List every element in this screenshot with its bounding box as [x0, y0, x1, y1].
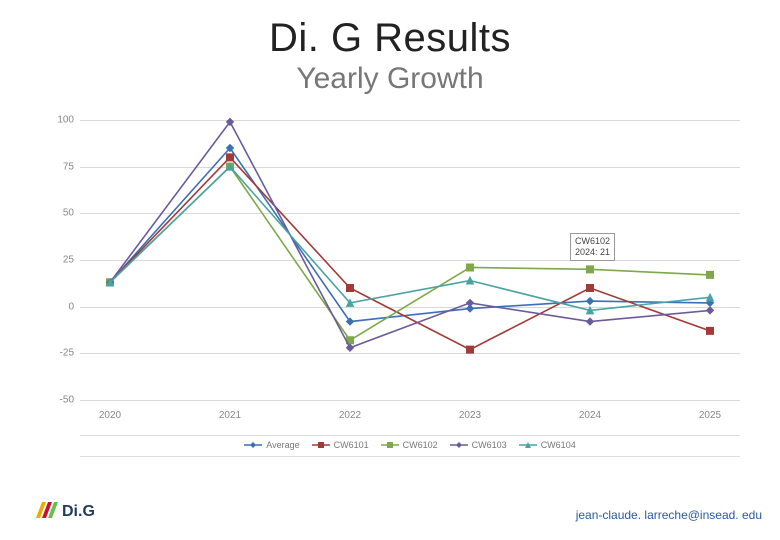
x-axis-label: 2023 [459, 410, 481, 421]
tooltip-series: CW6102 [575, 236, 610, 247]
footer-email: jean-claude. larreche@insead. edu [576, 508, 762, 522]
chart-tooltip: CW6102 2024: 21 [570, 233, 615, 261]
y-axis-label: 25 [34, 255, 74, 266]
chart-legend: Average CW6101 CW6102 CW6103 CW6104 [80, 435, 740, 457]
tooltip-value: 2024: 21 [575, 247, 610, 258]
y-axis-label: -50 [34, 395, 74, 406]
legend-label: CW6104 [541, 440, 576, 450]
x-axis-label: 2022 [339, 410, 361, 421]
legend-label: CW6103 [472, 440, 507, 450]
chart-lines [80, 120, 740, 400]
series-marker [587, 318, 594, 325]
legend-item: CW6101 [312, 440, 369, 450]
y-axis-label: 50 [34, 208, 74, 219]
series-marker [707, 307, 714, 314]
series-line-CW6101 [110, 157, 710, 349]
series-marker [467, 299, 474, 306]
x-axis-label: 2020 [99, 410, 121, 421]
series-marker [587, 266, 594, 273]
series-marker [707, 327, 714, 334]
yearly-growth-chart: -50-250255075100 CW6102 2024: 21 2020202… [30, 120, 750, 460]
series-line-Average [110, 148, 710, 322]
series-marker [707, 271, 714, 278]
chart-plot-area: CW6102 2024: 21 [80, 120, 740, 400]
series-marker [347, 285, 354, 292]
x-axis-label: 2024 [579, 410, 601, 421]
series-line-CW6103 [110, 122, 710, 348]
series-marker [467, 264, 474, 271]
page-title: Di. G Results [0, 16, 780, 61]
series-marker [227, 154, 234, 161]
gridline [80, 400, 740, 401]
x-axis-label: 2025 [699, 410, 721, 421]
series-line-CW6102 [110, 167, 710, 341]
series-marker [347, 344, 354, 351]
legend-item: CW6104 [519, 440, 576, 450]
logo-text: Di.G [62, 503, 95, 520]
legend-label: Average [266, 440, 299, 450]
legend-item: Average [244, 440, 299, 450]
series-marker [467, 346, 474, 353]
legend-item: CW6103 [450, 440, 507, 450]
y-axis-label: 0 [34, 301, 74, 312]
legend-label: CW6101 [334, 440, 369, 450]
page-subtitle: Yearly Growth [0, 62, 780, 96]
series-marker [587, 285, 594, 292]
series-marker [587, 298, 594, 305]
y-axis-label: 100 [34, 115, 74, 126]
x-axis-label: 2021 [219, 410, 241, 421]
y-axis-label: 75 [34, 161, 74, 172]
dig-logo: Di.G [34, 498, 104, 522]
y-axis-label: -25 [34, 348, 74, 359]
legend-label: CW6102 [403, 440, 438, 450]
legend-item: CW6102 [381, 440, 438, 450]
